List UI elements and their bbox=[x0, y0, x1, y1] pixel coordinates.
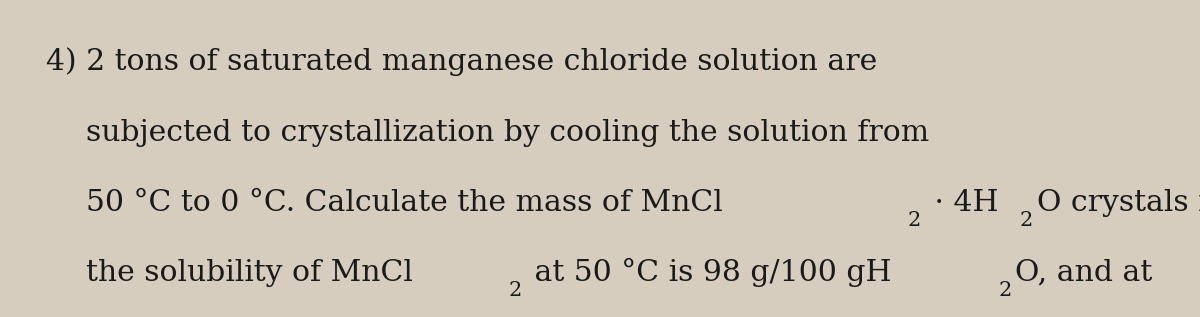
Text: 2: 2 bbox=[1020, 211, 1033, 230]
Text: subjected to crystallization by cooling the solution from: subjected to crystallization by cooling … bbox=[86, 119, 930, 147]
Text: 50 °C to 0 °C. Calculate the mass of MnCl: 50 °C to 0 °C. Calculate the mass of MnC… bbox=[86, 189, 724, 217]
Text: 2: 2 bbox=[998, 281, 1012, 300]
Text: O crystals if: O crystals if bbox=[1037, 189, 1200, 217]
Text: at 50 °C is 98 g/100 gH: at 50 °C is 98 g/100 gH bbox=[526, 257, 892, 287]
Text: O, and at: O, and at bbox=[1015, 259, 1152, 287]
Text: 2: 2 bbox=[908, 211, 922, 230]
Text: 4) 2 tons of saturated manganese chloride solution are: 4) 2 tons of saturated manganese chlorid… bbox=[46, 47, 877, 76]
Text: · 4H: · 4H bbox=[925, 189, 998, 217]
Text: the solubility of MnCl: the solubility of MnCl bbox=[86, 259, 413, 287]
Text: 2: 2 bbox=[508, 281, 522, 300]
